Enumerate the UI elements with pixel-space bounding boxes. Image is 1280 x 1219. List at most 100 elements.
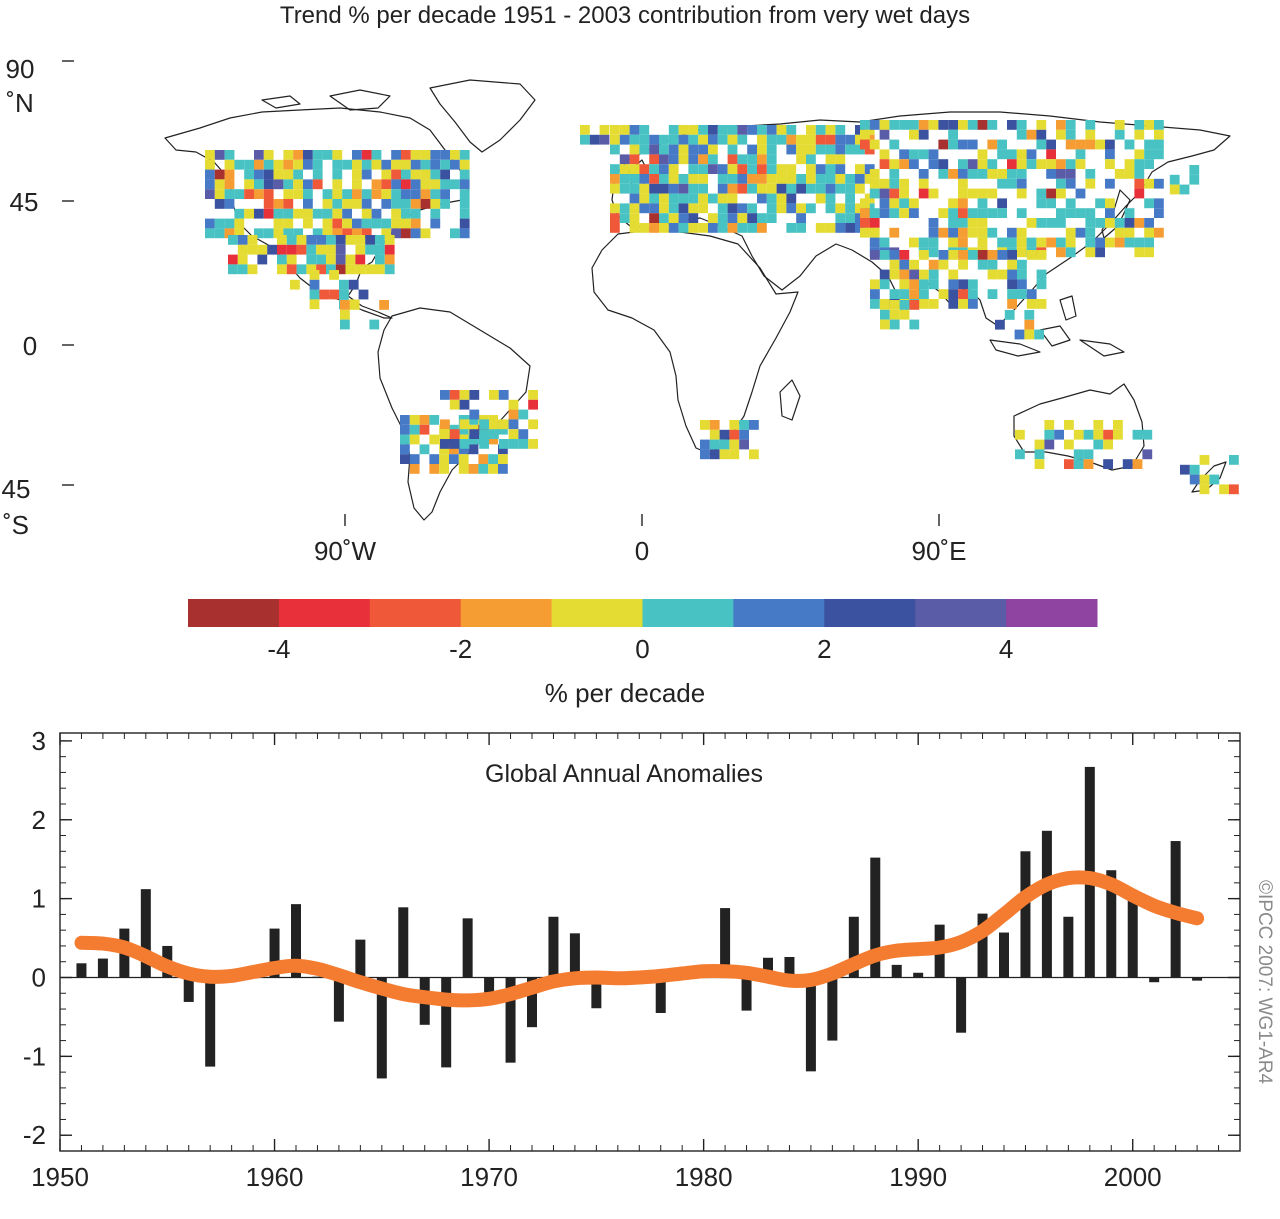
trend-cell bbox=[286, 254, 297, 265]
trend-cell bbox=[928, 269, 939, 280]
trend-cell bbox=[459, 199, 470, 209]
trend-cell bbox=[987, 169, 998, 179]
trend-cell bbox=[361, 199, 372, 209]
trend-cell bbox=[899, 208, 909, 218]
trend-cell bbox=[639, 223, 650, 233]
trend-cell bbox=[1056, 247, 1066, 258]
smoothed-curve bbox=[74, 870, 1205, 1008]
trend-cell bbox=[776, 193, 787, 204]
trend-cell bbox=[776, 183, 787, 194]
trend-cell bbox=[1124, 208, 1135, 218]
trend-cell bbox=[459, 169, 470, 180]
trend-cell bbox=[928, 188, 939, 199]
trend-cell bbox=[737, 213, 748, 223]
trend-cell bbox=[322, 150, 333, 160]
trend-cell bbox=[958, 208, 968, 218]
trend-cell bbox=[365, 244, 375, 255]
trend-cell bbox=[610, 174, 620, 184]
trend-cell bbox=[224, 228, 235, 239]
trend-cell bbox=[345, 254, 356, 265]
trend-cell bbox=[459, 159, 470, 170]
trend-cell bbox=[776, 125, 787, 135]
trend-cell bbox=[717, 223, 728, 233]
coastline-north-america bbox=[164, 107, 469, 319]
trend-cell bbox=[918, 188, 929, 199]
trend-cell bbox=[968, 250, 978, 260]
trend-cell bbox=[688, 203, 699, 214]
trend-cell bbox=[1044, 439, 1055, 450]
trend-cell bbox=[727, 125, 738, 135]
trend-cell bbox=[1189, 165, 1200, 175]
y-tick-label: 2 bbox=[32, 805, 46, 835]
trend-cell bbox=[958, 259, 968, 270]
trend-cell bbox=[488, 454, 498, 464]
trend-cell bbox=[864, 164, 875, 174]
trend-cell bbox=[737, 223, 748, 233]
trend-cell bbox=[348, 279, 359, 290]
trend-cell bbox=[420, 169, 431, 180]
trend-cell bbox=[312, 208, 323, 219]
trend-cell bbox=[958, 237, 968, 248]
trend-cell bbox=[958, 120, 968, 130]
trend-cell bbox=[747, 125, 757, 135]
trend-cell bbox=[277, 235, 287, 245]
trend-cell bbox=[967, 227, 978, 238]
trend-cell bbox=[869, 208, 880, 218]
x-axis: 1950 1960 1970 1980 1990 2000 bbox=[31, 733, 1241, 1192]
trend-cell bbox=[449, 390, 460, 400]
trend-cell bbox=[899, 159, 909, 169]
colorbar-swatch bbox=[188, 599, 280, 627]
trend-cell bbox=[1083, 429, 1094, 440]
trend-cell bbox=[766, 203, 777, 214]
trend-cell bbox=[889, 169, 900, 179]
coastline-arctic-islands bbox=[261, 89, 391, 111]
trend-cell bbox=[909, 259, 919, 270]
trend-cell bbox=[384, 254, 395, 265]
colorbar-tick-label: -4 bbox=[267, 634, 290, 664]
trend-cell bbox=[440, 159, 450, 170]
trend-cell bbox=[737, 183, 748, 194]
trend-cell bbox=[786, 144, 797, 155]
anomaly-bar bbox=[569, 933, 580, 978]
trend-cell bbox=[815, 183, 826, 194]
anomaly-bar bbox=[805, 977, 816, 1072]
trend-cell bbox=[678, 125, 689, 135]
trend-cell bbox=[332, 179, 343, 190]
trend-cell bbox=[1007, 269, 1017, 280]
trend-cell bbox=[400, 434, 410, 445]
trend-cell bbox=[224, 179, 235, 190]
x-tick-label: 1960 bbox=[246, 1162, 304, 1192]
trend-cell bbox=[410, 150, 421, 160]
trend-cell bbox=[296, 235, 307, 245]
trend-cell bbox=[214, 169, 225, 180]
trend-cell bbox=[361, 169, 372, 180]
trend-cell bbox=[369, 319, 380, 330]
trend-cell bbox=[1065, 139, 1076, 150]
trend-cell bbox=[796, 213, 806, 223]
trend-cell bbox=[345, 264, 356, 275]
trend-cell bbox=[401, 199, 411, 209]
trend-cell bbox=[987, 269, 998, 280]
trend-cell bbox=[1016, 149, 1027, 160]
trend-cell bbox=[400, 424, 410, 435]
trend-cell bbox=[757, 183, 767, 194]
trend-cell bbox=[815, 134, 826, 145]
trend-cell bbox=[948, 139, 958, 150]
trend-cell bbox=[361, 208, 372, 219]
trend-cell bbox=[1016, 188, 1027, 199]
trend-cell bbox=[479, 429, 489, 439]
trend-cell bbox=[459, 399, 470, 410]
trend-cell bbox=[727, 213, 738, 223]
trend-cell bbox=[468, 434, 479, 445]
trend-cell bbox=[997, 198, 1007, 209]
trend-cell bbox=[401, 189, 411, 199]
trend-cell bbox=[205, 179, 215, 190]
trend-cell bbox=[1134, 237, 1145, 248]
trend-cell bbox=[1065, 208, 1076, 218]
trend-cell bbox=[869, 218, 880, 228]
trend-cell bbox=[296, 244, 307, 255]
trend-cell bbox=[977, 159, 988, 169]
trend-cell bbox=[1017, 259, 1027, 270]
trend-cell bbox=[958, 159, 968, 169]
trend-cell bbox=[1095, 247, 1105, 258]
